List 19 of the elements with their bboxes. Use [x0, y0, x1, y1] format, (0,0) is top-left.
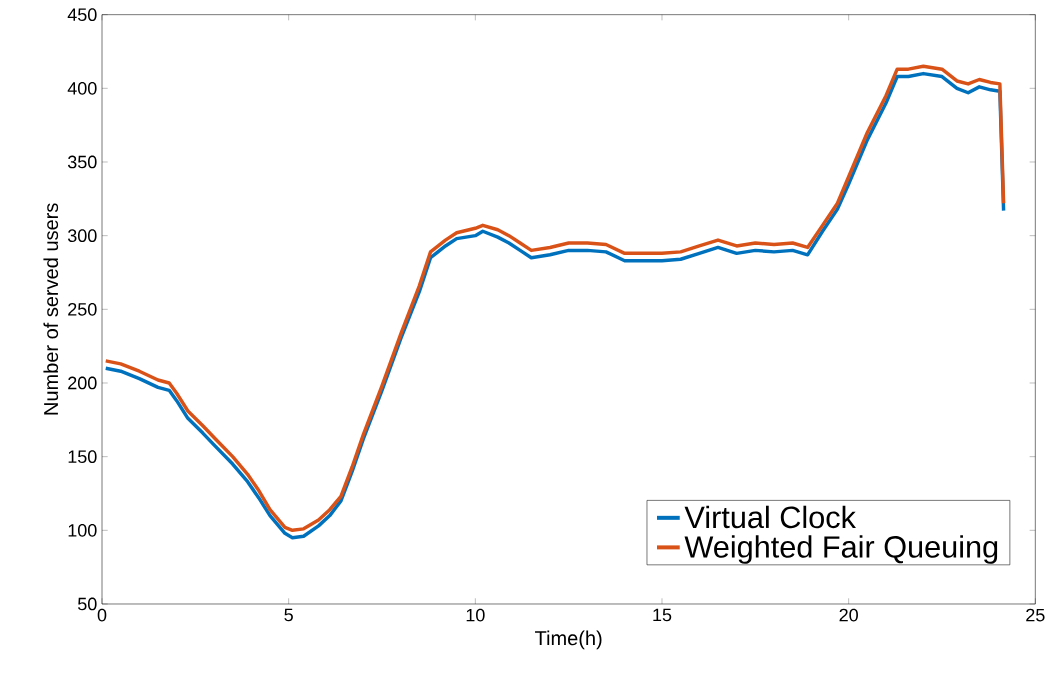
y-axis-title: Number of served users — [43, 203, 59, 415]
legend-label: Virtual Clock — [684, 505, 856, 529]
y-tick-label: 350 — [67, 155, 97, 169]
y-tick-label: 400 — [67, 81, 97, 95]
legend-label: Weighted Fair Queuing — [684, 535, 998, 564]
x-tick-label: 10 — [466, 608, 485, 622]
y-tick-label: 250 — [68, 302, 97, 316]
x-tick-label: 5 — [284, 608, 293, 622]
y-tick-label: 300 — [67, 229, 97, 243]
x-tick-label: 25 — [1026, 608, 1045, 622]
y-tick-label: 450 — [67, 8, 97, 22]
x-tick-label: 15 — [653, 608, 672, 622]
y-tick-label: 50 — [77, 597, 97, 611]
x-axis-title: Time(h) — [535, 630, 602, 650]
y-tick-label: 100 — [68, 523, 97, 537]
x-tick-label: 20 — [839, 608, 858, 622]
y-tick-label: 200 — [68, 376, 97, 390]
y-tick-label: 150 — [68, 450, 97, 464]
x-tick-label: 0 — [97, 608, 107, 622]
